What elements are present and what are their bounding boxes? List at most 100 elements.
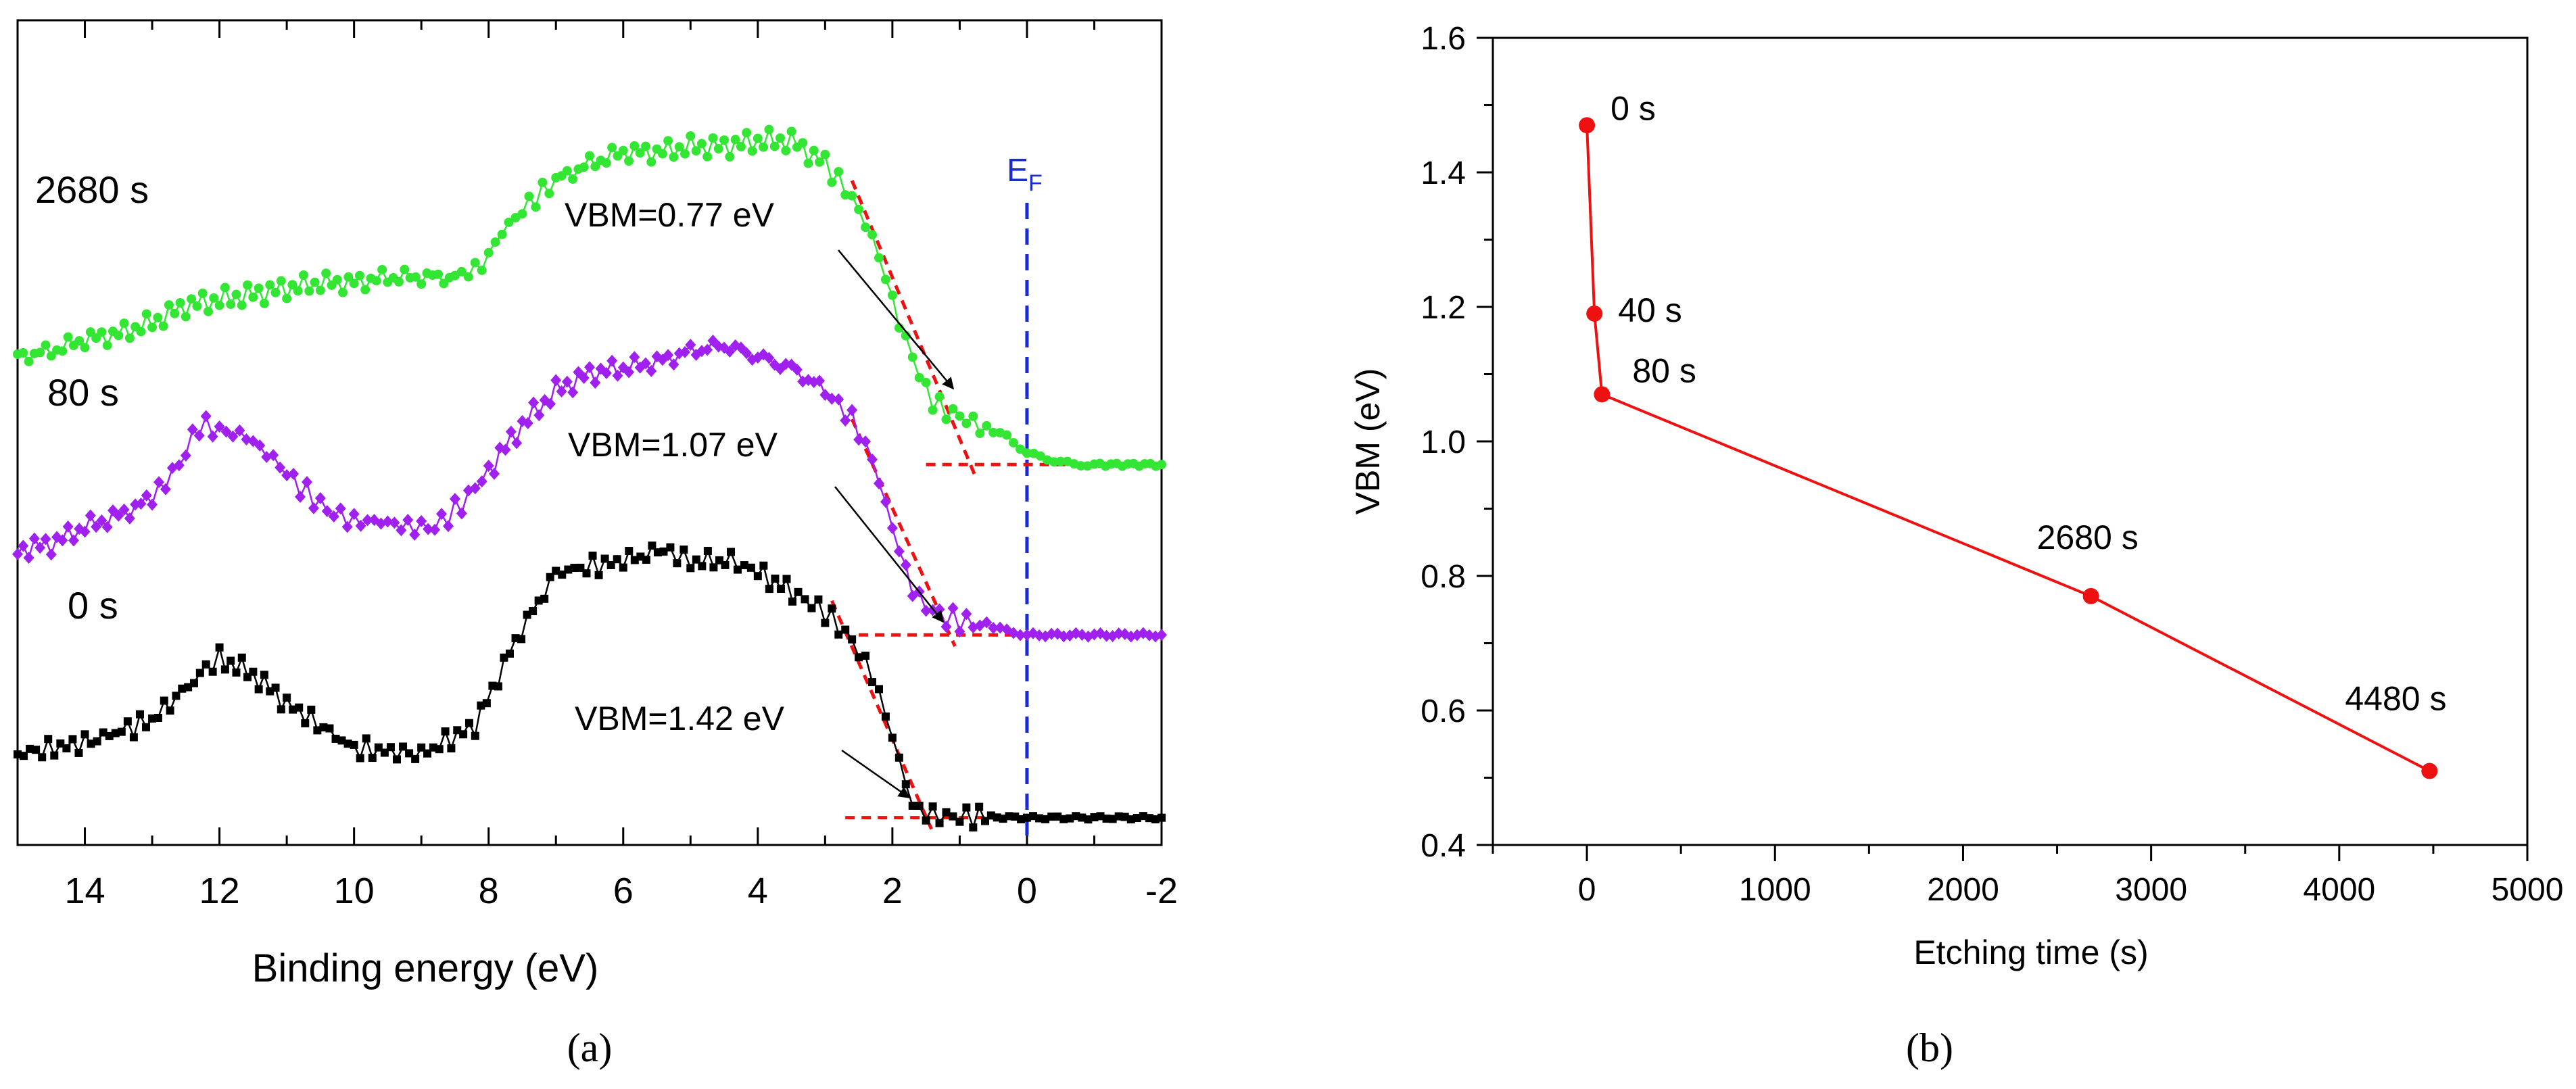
data-point (833, 393, 844, 406)
data-point (1002, 430, 1012, 440)
data-point (38, 753, 47, 762)
data-point (477, 265, 487, 275)
series-name-label: 80 s (47, 371, 119, 414)
data-point (197, 288, 208, 298)
data-point (893, 545, 905, 558)
x-tick-label: 2 (882, 871, 903, 911)
data-point (80, 343, 90, 353)
data-point (402, 514, 414, 527)
data-point (99, 728, 108, 737)
data-point (429, 523, 441, 536)
data-point (368, 754, 377, 763)
data-point (1046, 627, 1057, 640)
data-point (68, 735, 77, 744)
data-point (270, 287, 281, 297)
panel-a-labels: 0 s 80 s 2680 s VBM=1.42 eV VBM=1.07 eV VBM=0… (35, 168, 785, 737)
point-label: 80 s (1632, 352, 1696, 389)
data-point (314, 492, 326, 505)
data-point (809, 145, 819, 155)
data-point (26, 744, 34, 753)
vbm-tangent-line (850, 180, 977, 477)
data-point (374, 743, 383, 752)
data-point (129, 733, 138, 742)
y-tick-label: 0.4 (1421, 828, 1466, 864)
data-point (490, 237, 500, 247)
data-point (582, 569, 591, 578)
data-point (325, 724, 334, 733)
x-tick-label: 4000 (2303, 872, 2375, 908)
data-point (623, 366, 635, 379)
data-point (640, 141, 650, 151)
data-point (237, 300, 247, 310)
data-point (648, 541, 657, 550)
data-point (41, 340, 51, 350)
data-point (119, 318, 129, 329)
data-point (63, 332, 73, 342)
data-point (293, 286, 303, 296)
data-point (471, 731, 479, 740)
data-point (91, 333, 101, 343)
data-point (920, 604, 932, 617)
data-point (295, 490, 306, 503)
data-point (449, 493, 460, 506)
data-point (1053, 812, 1062, 821)
data-point (685, 339, 696, 352)
data-point (335, 502, 346, 515)
data-point (692, 555, 700, 564)
data-point (570, 564, 579, 573)
panel-a-x-tick-labels: 14 12 10 8 6 4 2 0 -2 (64, 871, 1178, 911)
data-point (600, 366, 612, 379)
data-point (698, 562, 707, 571)
data-point (969, 823, 978, 832)
data-point (80, 730, 89, 739)
data-point (533, 409, 545, 422)
data-point (1090, 813, 1099, 822)
vbm-arrow (838, 249, 955, 390)
data-point (895, 753, 903, 762)
series-name-label: 2680 s (35, 168, 149, 211)
data-point (954, 625, 965, 638)
vbm-arrow (841, 749, 911, 799)
data-point (175, 298, 185, 308)
data-point (562, 166, 572, 176)
data-point (607, 143, 617, 153)
data-point (220, 425, 232, 438)
data-point (118, 503, 130, 516)
data-point (304, 286, 314, 296)
data-point (456, 507, 467, 520)
panel-b-caption: (b) (1906, 1025, 1953, 1070)
data-point (561, 375, 573, 388)
data-point (74, 336, 85, 346)
data-point (776, 584, 785, 593)
data-point (195, 669, 204, 677)
data-point (702, 343, 713, 356)
data-point (928, 405, 938, 415)
data-point (147, 322, 158, 333)
data-point (275, 461, 286, 474)
data-point (18, 348, 28, 358)
data-point (313, 726, 322, 735)
data-point (382, 515, 393, 528)
data-point (193, 429, 205, 442)
point-label: 4480 s (2345, 680, 2446, 718)
data-point (102, 340, 112, 350)
data-point (988, 622, 999, 635)
data-point (254, 439, 266, 452)
data-point (142, 723, 151, 731)
data-point (576, 563, 585, 572)
data-point (736, 142, 746, 152)
data-point (854, 204, 864, 214)
data-point (828, 604, 836, 613)
data-point (215, 643, 224, 652)
data-point (232, 668, 241, 677)
data-point (1113, 627, 1124, 640)
data-point (826, 392, 838, 405)
data-point (277, 705, 285, 714)
data-point (282, 293, 292, 304)
data-point (947, 602, 959, 614)
data-point (725, 151, 735, 162)
vbm-data-point (1586, 305, 1603, 322)
data-point (538, 177, 548, 187)
data-point (1059, 815, 1068, 823)
data-point (680, 149, 690, 159)
